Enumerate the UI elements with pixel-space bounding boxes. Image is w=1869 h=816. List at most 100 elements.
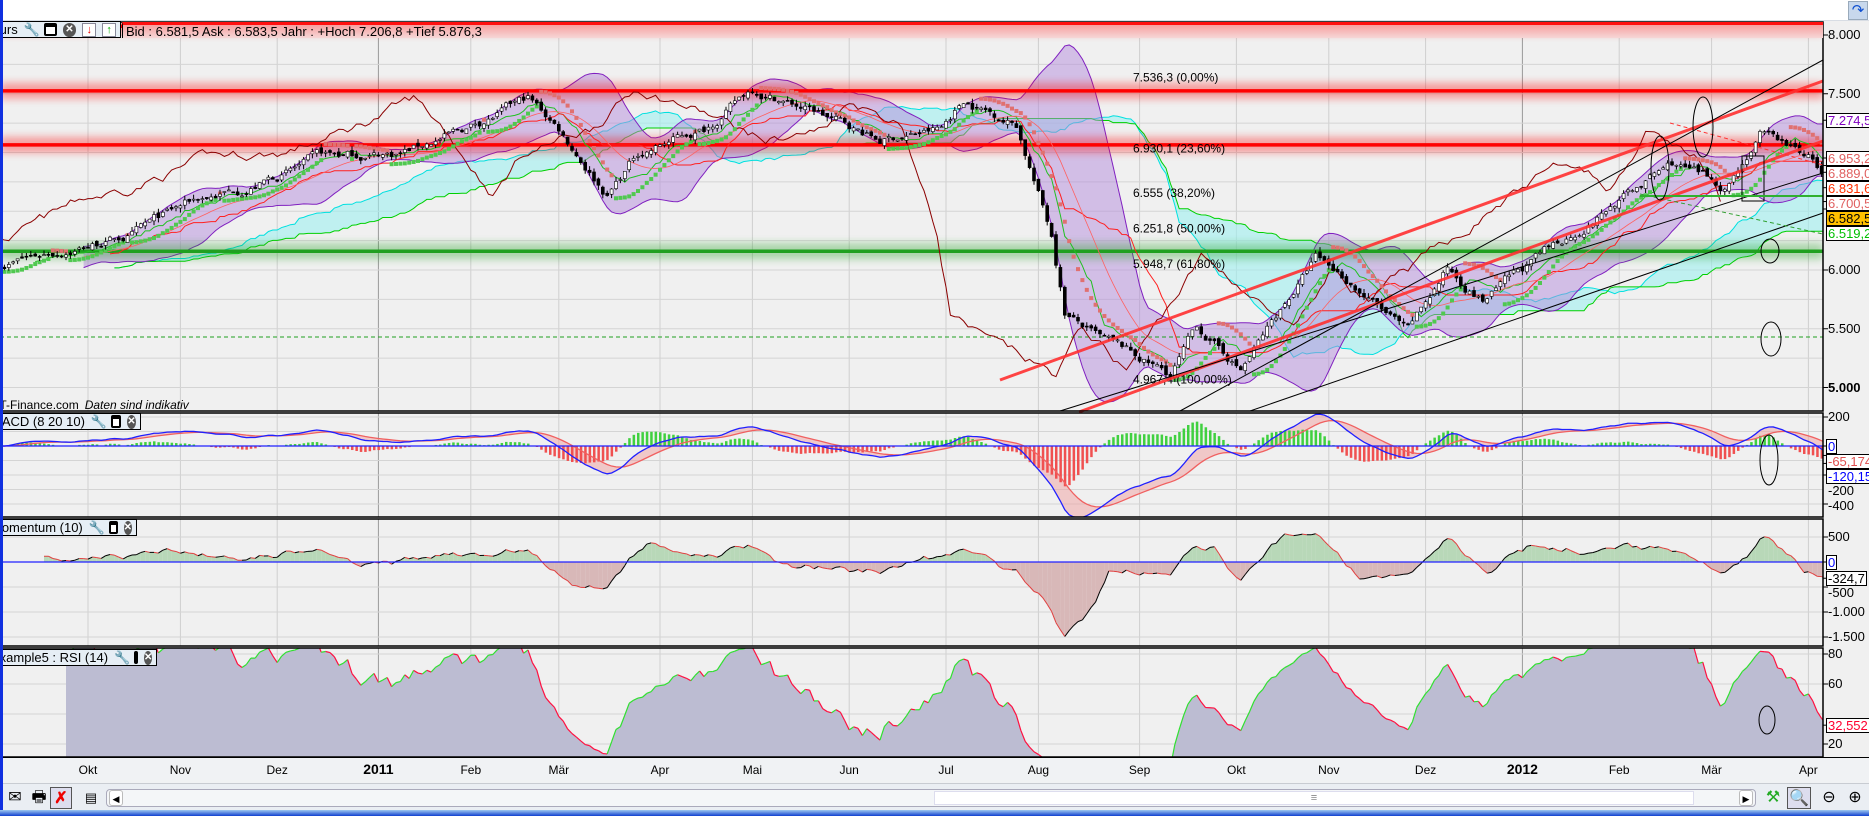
momentum-panel[interactable] <box>0 533 1835 637</box>
trend-line-black-3[interactable] <box>1249 212 1824 412</box>
momentum-line <box>756 548 762 552</box>
momentum-line <box>290 550 295 554</box>
time-scrollbar[interactable]: ◀ ≡ ▶ <box>106 789 1756 807</box>
trend-line-red-upper[interactable] <box>999 79 1824 382</box>
candle-body <box>451 128 456 132</box>
momentum-area <box>730 546 735 562</box>
rsi-line <box>1482 702 1488 708</box>
delete-tools-icon[interactable]: ✗ <box>50 787 72 809</box>
trend-line-green-dashed[interactable] <box>1639 193 1824 235</box>
momentum-area <box>655 543 660 562</box>
close-icon[interactable]: ✕ <box>62 22 77 37</box>
momentum-area <box>756 548 762 562</box>
chart-settings-icon[interactable]: ⚒ <box>1765 789 1781 806</box>
scroll-thumb[interactable]: ≡ <box>934 791 1694 805</box>
sar-dot <box>530 107 535 112</box>
momentum-area <box>972 552 977 562</box>
trend-line-black-2[interactable] <box>1059 172 1824 412</box>
ellipse-marker[interactable] <box>1692 96 1714 158</box>
momentum-line <box>496 552 502 556</box>
drawing-objects[interactable] <box>999 59 1824 735</box>
macd-histogram-bar <box>395 446 398 449</box>
momentum-line <box>202 553 208 557</box>
ellipse-marker[interactable] <box>1759 434 1779 486</box>
sar-dot <box>1428 322 1432 327</box>
momentum-area <box>664 547 669 562</box>
candle-body <box>776 101 781 104</box>
candle-body <box>1498 281 1503 287</box>
trend-line-black-1[interactable] <box>1179 59 1824 412</box>
zoom-out-icon[interactable]: ⊖ <box>1822 789 1836 806</box>
ellipse-marker[interactable] <box>1758 705 1776 735</box>
momentum-area <box>1298 534 1303 562</box>
sar-dot <box>1687 156 1692 161</box>
sar-dot <box>556 95 561 100</box>
candle-body <box>556 124 561 132</box>
ellipse-marker[interactable] <box>1760 238 1780 264</box>
macd-histogram-bar <box>1569 443 1573 446</box>
candle-body <box>1494 287 1498 291</box>
document-list-icon[interactable]: ▤ <box>84 790 98 805</box>
macd-panel[interactable] <box>0 413 1836 517</box>
macd-histogram-bar <box>1385 446 1388 461</box>
rectangle-marker[interactable] <box>1741 155 1765 202</box>
window-icon[interactable] <box>108 521 118 534</box>
print-icon[interactable]: 🖶 <box>31 789 47 806</box>
close-icon[interactable]: ✕ <box>126 414 136 429</box>
window-icon[interactable] <box>110 415 121 428</box>
sar-dot <box>490 129 495 134</box>
candle-body <box>33 253 38 257</box>
sar-dot <box>1111 322 1116 327</box>
window-icon[interactable] <box>43 23 57 36</box>
redo-arrow-icon[interactable]: ↷ <box>1848 1 1868 20</box>
window-icon[interactable] <box>134 651 139 664</box>
momentum-line <box>813 565 819 570</box>
scroll-left-button[interactable]: ◀ <box>109 790 123 806</box>
candle-body <box>1155 364 1159 367</box>
candle-body <box>1278 309 1283 319</box>
macd-histogram-bar <box>249 446 253 449</box>
momentum-area <box>1135 562 1140 576</box>
momentum-area <box>1711 562 1716 571</box>
momentum-area <box>356 562 361 567</box>
sar-dot <box>631 192 636 197</box>
mail-icon[interactable]: ✉ <box>8 789 22 806</box>
momentum-line <box>1126 569 1132 573</box>
macd-histogram-bar <box>681 436 684 446</box>
rsi-panel[interactable] <box>65 632 1835 757</box>
rsi-line <box>919 700 925 711</box>
chart-canvas[interactable]: 7.536,3 (0,00%)6.930,1 (23,60%)6.555 (38… <box>0 0 1869 757</box>
candle-body <box>873 135 878 140</box>
price-panel[interactable]: 7.536,3 (0,00%)6.930,1 (23,60%)6.555 (38… <box>0 18 1837 403</box>
wrench-icon[interactable]: 🔧 <box>88 519 105 535</box>
macd-histogram-bar <box>619 446 622 448</box>
time-axis-label: Dez <box>1414 763 1437 777</box>
scroll-right-button[interactable]: ▶ <box>1739 790 1753 806</box>
time-axis-label: Okt <box>1227 763 1246 777</box>
momentum-area <box>149 552 154 562</box>
zoom-in-icon[interactable]: ⊕ <box>1848 789 1862 806</box>
arrow-down-icon[interactable]: ↓ <box>82 22 97 37</box>
ellipse-marker[interactable] <box>1760 321 1782 357</box>
momentum-line <box>1601 547 1607 550</box>
ellipse-marker[interactable] <box>1650 135 1670 201</box>
wrench-icon[interactable]: 🔧 <box>23 21 40 37</box>
arrow-up-icon[interactable]: ↑ <box>102 22 116 37</box>
momentum-line <box>558 574 564 579</box>
sar-dot <box>116 242 121 247</box>
rsi-line <box>1455 680 1462 690</box>
trend-line-red-dashed[interactable] <box>1669 122 1824 166</box>
fibonacci-label: 6.930,1 (23,60%) <box>1133 142 1225 156</box>
momentum-line <box>1790 555 1796 560</box>
wrench-icon[interactable]: 🔧 <box>90 413 108 429</box>
close-icon[interactable]: ✕ <box>144 650 153 665</box>
momentum-line <box>1513 549 1519 554</box>
momentum-area <box>413 557 418 562</box>
sar-dot <box>1524 293 1529 298</box>
macd-histogram-bar <box>1187 425 1190 446</box>
wrench-icon[interactable]: 🔧 <box>114 649 131 665</box>
momentum-line <box>1196 545 1202 550</box>
momentum-area <box>1377 562 1382 578</box>
zoom-fit-icon[interactable]: 🔍 <box>1787 787 1811 809</box>
close-icon[interactable]: ✕ <box>123 520 132 535</box>
